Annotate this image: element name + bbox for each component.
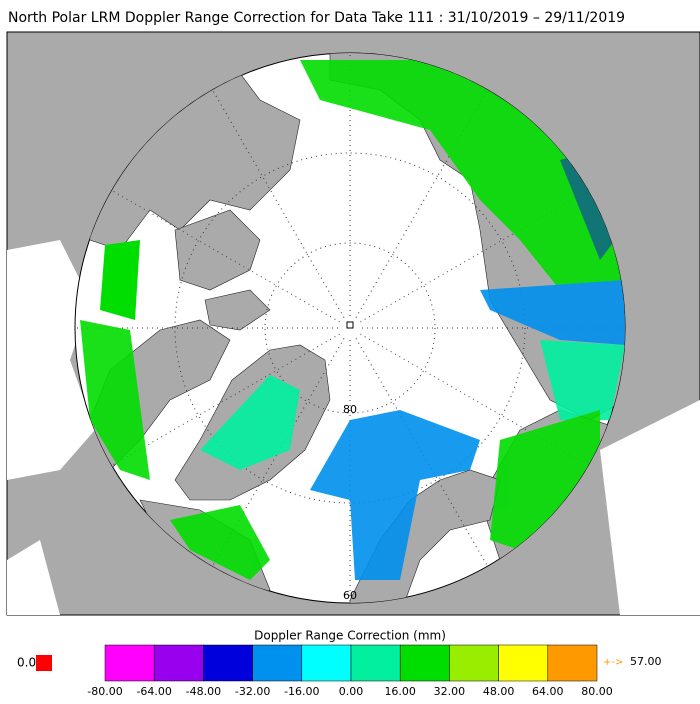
colorbar-bin	[449, 644, 499, 682]
colorbar-tick-label: 64.00	[532, 685, 564, 698]
colorbar-bin	[153, 644, 204, 682]
grid-circle	[264, 242, 436, 414]
latitude-label: 80	[343, 403, 357, 416]
colorbar-bin	[399, 644, 450, 682]
colorbar-tick-label: -48.00	[186, 685, 221, 698]
title: North Polar LRM Doppler Range Correction…	[8, 10, 625, 26]
colorbar-tick-label: -16.00	[284, 685, 319, 698]
outer-ocean	[7, 240, 700, 615]
land	[174, 209, 271, 331]
colorbar-tick-label: 48.00	[483, 685, 515, 698]
colorbar-bin	[301, 644, 352, 682]
colorbar-title: Doppler Range Correction (mm)	[254, 629, 446, 643]
swath	[310, 410, 480, 580]
under-label: 0.0	[17, 656, 36, 670]
swath	[200, 375, 300, 470]
colorbar-tick-label: -80.00	[87, 685, 122, 698]
colorbar: -80.00 -64.00 -48.00 -32.00 -16.00 0.00 16.00 3…	[87, 644, 613, 698]
latitude-label: 60	[343, 589, 357, 602]
swath	[100, 240, 140, 320]
colorbar-tick-label: 80.00	[581, 685, 613, 698]
colorbar-bin	[498, 644, 549, 682]
over-arrow: +->	[603, 657, 623, 668]
swath	[80, 320, 150, 480]
swath	[480, 280, 625, 345]
colorbar-bin	[547, 644, 598, 682]
colorbar-bin	[104, 644, 155, 682]
colorbar-tick-label: -32.00	[235, 685, 270, 698]
swath	[540, 340, 625, 420]
colorbar-tick-label: 0.00	[339, 685, 364, 698]
pole-marker	[346, 321, 354, 329]
under-swatch	[36, 655, 52, 671]
colorbar-bin	[350, 644, 401, 682]
colorbar-bin	[252, 644, 303, 682]
colorbar-tick-label: 32.00	[434, 685, 466, 698]
over-label: 57.00	[630, 655, 662, 668]
swath	[170, 505, 270, 580]
swath	[490, 410, 600, 550]
colorbar-tick-label: 16.00	[384, 685, 416, 698]
colorbar-bin	[203, 644, 253, 682]
swath	[300, 60, 625, 290]
grid-circle	[174, 152, 526, 504]
colorbar-tick-label: -64.00	[136, 685, 171, 698]
